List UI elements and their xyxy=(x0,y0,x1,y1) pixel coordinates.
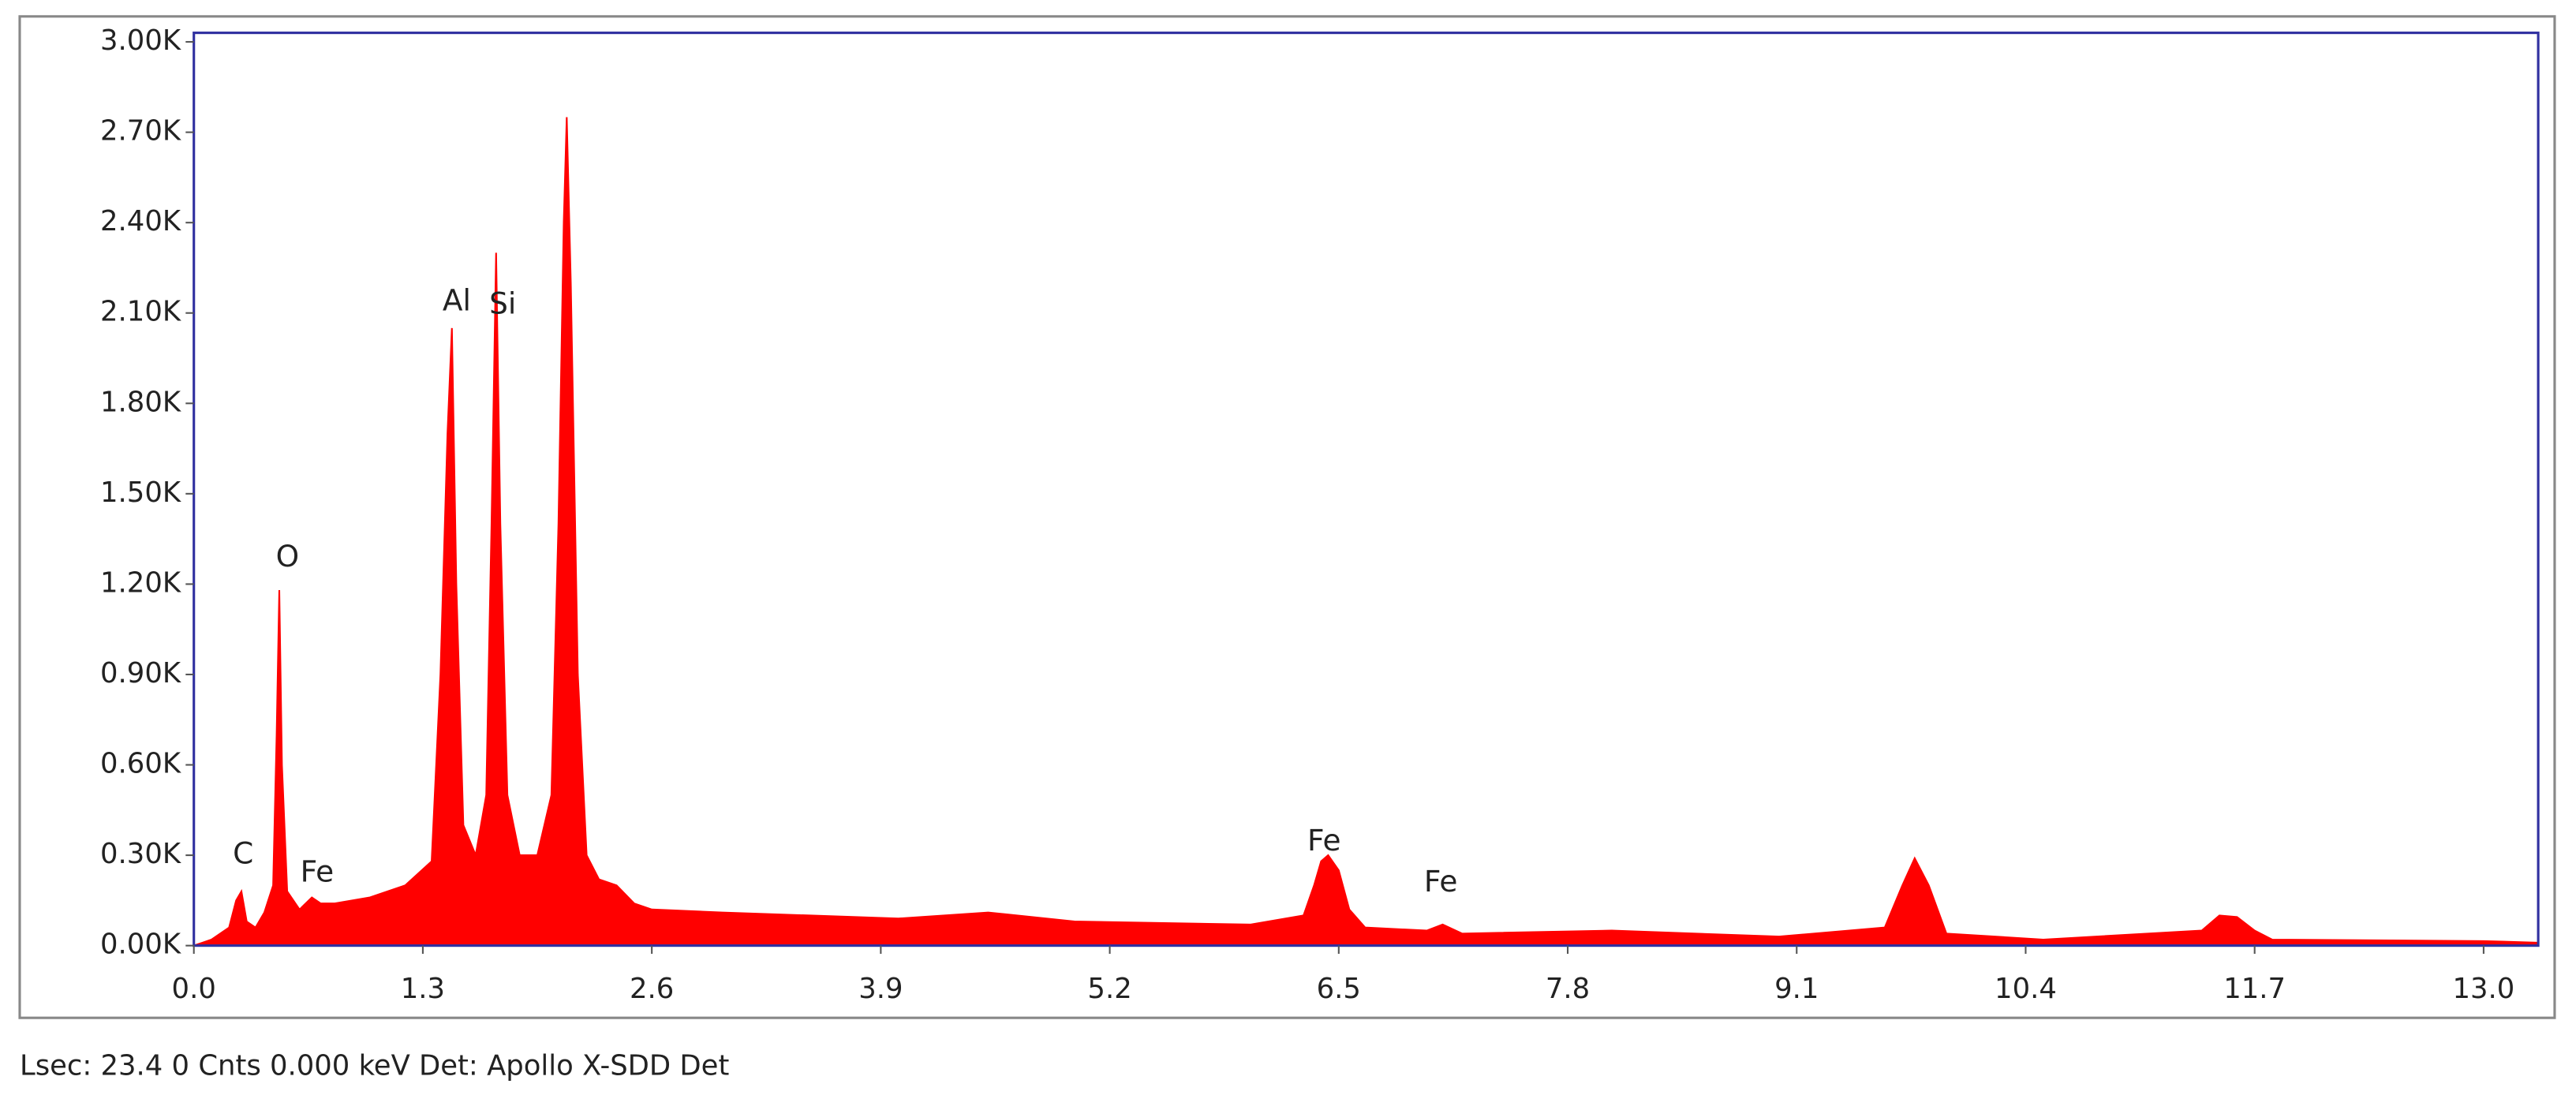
y-tick-label: 0.90K xyxy=(100,657,181,690)
x-tick-label: 0.0 xyxy=(172,973,216,1005)
x-tick-label: 1.3 xyxy=(401,973,445,1005)
y-tick-label: 0.60K xyxy=(100,748,181,780)
y-tick-label: 1.50K xyxy=(100,476,181,509)
x-tick-label: 6.5 xyxy=(1317,973,1361,1005)
peak-label: C xyxy=(233,836,253,871)
x-tick-label: 13.0 xyxy=(2453,973,2515,1005)
spectrum-area xyxy=(193,117,2537,947)
y-tick-label: 0.00K xyxy=(100,929,181,961)
x-tick-label: 7.8 xyxy=(1546,973,1590,1005)
y-tick-label: 3.00K xyxy=(100,24,181,57)
peak-label: Fe xyxy=(1424,864,1458,899)
x-tick-label: 2.6 xyxy=(630,973,674,1005)
y-tick-label: 0.30K xyxy=(100,838,181,870)
x-tick-label: 10.4 xyxy=(1995,973,2057,1005)
peak-label: Fe xyxy=(1307,823,1341,858)
y-tick-label: 1.20K xyxy=(100,566,181,599)
y-tick-label: 2.10K xyxy=(100,296,181,328)
y-tick-label: 1.80K xyxy=(100,386,181,418)
peak-label: Si xyxy=(489,286,516,321)
x-tick-label: 11.7 xyxy=(2223,973,2286,1005)
peak-label: O xyxy=(276,539,299,574)
peak-label: Fe xyxy=(301,854,335,889)
outer-frame xyxy=(18,15,2556,1019)
plot-frame xyxy=(193,32,2540,947)
footer: Lsec: 23.4 0 Cnts 0.000 keV Det: Apollo … xyxy=(20,1050,729,1082)
y-tick-label: 2.40K xyxy=(100,205,181,237)
peak-label: Al xyxy=(443,282,471,317)
x-tick-label: 5.2 xyxy=(1087,973,1131,1005)
x-tick-label: 9.1 xyxy=(1774,973,1819,1005)
x-tick-label: 3.9 xyxy=(858,973,903,1005)
y-tick-label: 2.70K xyxy=(100,115,181,148)
